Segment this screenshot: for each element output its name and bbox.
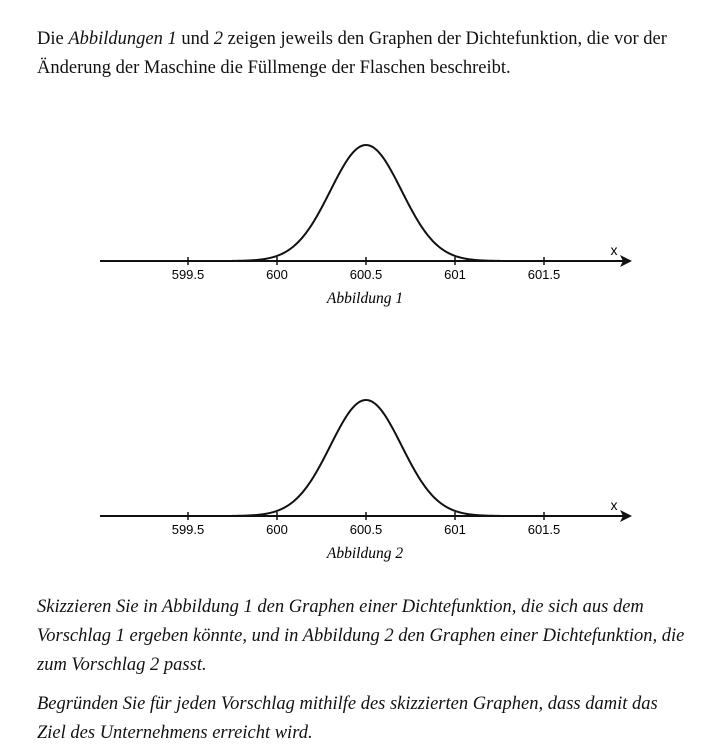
x-tick-label: 600.5: [350, 522, 383, 537]
x-tick-label: 601.5: [528, 522, 561, 537]
task-paragraph-2: Begründen Sie für jeden Vorschlag mithil…: [37, 694, 658, 743]
intro-emphasis-2: 2: [213, 29, 224, 49]
intro-paragraph: Die Abbildungen 1 und 2 zeigen jeweils d…: [37, 25, 687, 83]
x-tick-label: 601: [444, 522, 466, 537]
x-tick-label: 599.5: [172, 267, 205, 282]
x-tick-label: 600: [266, 267, 288, 282]
density-curve: [231, 398, 501, 517]
figure-1: x 599.5 600 600.5 601 601.5 Abbildung 1: [100, 143, 632, 307]
intro-text-2: und: [176, 29, 214, 49]
figure-caption: Abbildung 2: [326, 545, 403, 562]
intro-text-3: zeigen jeweils den Graphen der Dichtefun…: [37, 29, 667, 78]
x-axis-label: x: [611, 497, 618, 513]
figure-2: x 599.5 600 600.5 601 601.5 Abbildung 2: [100, 398, 632, 562]
intro-emphasis-1: Abbildungen 1: [68, 29, 177, 49]
x-axis-arrow-icon: [620, 510, 632, 522]
x-axis-arrow-icon: [620, 255, 632, 267]
x-tick-label: 601.5: [528, 267, 561, 282]
x-axis-label: x: [611, 242, 618, 258]
intro-text-1: Die: [37, 29, 69, 49]
x-tick-label: 600: [266, 522, 288, 537]
x-tick-label: 601: [444, 267, 466, 282]
x-tick-label: 600.5: [350, 267, 383, 282]
x-tick-label: 599.5: [172, 522, 205, 537]
density-curve: [231, 143, 501, 262]
task-paragraph-1: Skizzieren Sie in Abbildung 1 den Graphe…: [37, 597, 685, 675]
figure-caption: Abbildung 1: [326, 290, 403, 307]
